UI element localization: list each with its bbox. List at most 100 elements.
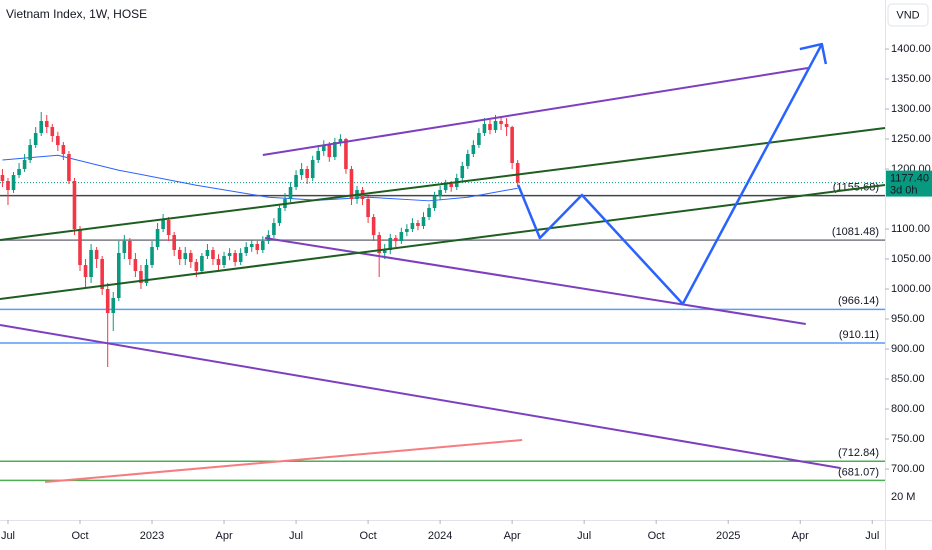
candle-body [399,232,404,242]
candle-body [150,247,154,266]
candle-body [100,259,104,290]
candle-body [189,253,193,263]
candle-body [244,247,249,254]
candle-body [205,250,210,257]
candle-body [477,133,481,146]
candle-body [177,250,182,260]
y-tick-label: 950.00 [891,313,925,325]
level-label: (966.14) [838,295,879,307]
countdown-label: 3d 0h [890,184,918,196]
currency-button[interactable] [887,3,929,27]
candle-body [294,175,298,188]
candle-body [405,229,409,233]
candle-body [44,121,49,128]
candle-body [432,196,437,209]
candle-body [61,145,66,155]
y-tick-label: 800.00 [891,403,925,415]
y-tick-label: 1250.00 [891,133,931,145]
candle-body [504,124,509,128]
candle-body [111,298,116,314]
candle-body [161,220,165,230]
candle-body [482,124,487,134]
candle-body [277,208,282,224]
trend-drawing [262,67,809,157]
chart-title: Vietnam Index, 1W, HOSE [6,7,147,21]
candle-body [33,133,38,146]
y-tick-label: 1350.00 [891,73,931,85]
currency-label: VND [896,9,919,21]
candle-body [122,241,127,254]
candle-body [443,184,448,191]
candle-body [272,223,276,236]
candle-body [172,235,176,251]
x-tick-label: Jul [289,530,303,542]
candle-body [261,241,265,251]
x-tick-label: Jul [1,530,15,542]
y-tick-label: 900.00 [891,343,925,355]
candle-body [78,229,82,266]
x-tick-label: Oct [71,530,88,542]
y-tick-label: 1300.00 [891,103,931,115]
x-tick-label: 2025 [716,530,740,542]
candle-body [249,244,254,248]
x-tick-label: Oct [360,530,377,542]
trend-drawing [517,43,823,306]
trend-drawing [45,439,523,484]
candle-body [493,121,498,131]
level-label: (1081.48) [832,226,879,238]
candle-body [17,169,21,176]
candle-body [299,169,304,176]
candle-body [194,262,199,272]
candle-body [510,127,514,164]
candle-body [50,127,55,137]
candle-body [382,250,387,254]
y-tick-label: 850.00 [891,373,925,385]
candle-body [233,253,237,263]
last-price-box [886,170,932,197]
candle-body [366,199,370,218]
candle-body [238,253,243,263]
x-tick-label: Apr [504,530,521,542]
candle-body [460,166,465,179]
candle-body [144,265,149,284]
candle-body [349,169,354,200]
y-tick-label: 1100.00 [891,223,930,235]
x-tick-label: Jul [577,530,591,542]
candle-body [128,241,132,260]
candle-body [11,175,16,191]
y-tick-label: 700.00 [891,463,925,475]
candle-body [316,151,321,161]
candle-body [321,145,326,152]
candle-body [56,136,60,146]
candle-body [371,217,376,236]
candle-body [67,154,71,182]
candle-body [133,259,138,272]
level-label: (712.84) [838,447,879,459]
candle-body [166,220,171,236]
candle-body [427,208,431,218]
trend-drawing [0,127,886,241]
moving-average [2,154,518,202]
candle-body [499,121,503,125]
level-label: (910.11) [839,329,879,341]
candle-body [288,187,293,200]
candle-body [183,253,188,260]
candle-body [305,169,309,179]
level-label: (681.07) [838,466,879,478]
candle-body [338,139,343,143]
x-tick-label: Oct [648,530,665,542]
candle-body [227,253,232,257]
x-tick-label: Jul [865,530,879,542]
candle-body [39,121,44,134]
candle-body [438,190,442,197]
x-tick-label: Apr [792,530,809,542]
candle-body [255,244,260,251]
candle-body [488,124,492,131]
x-tick-label: 2023 [140,530,164,542]
candle-body [139,271,143,284]
trend-drawing [0,324,841,469]
candle-body [449,184,453,188]
candle-body [410,223,415,230]
